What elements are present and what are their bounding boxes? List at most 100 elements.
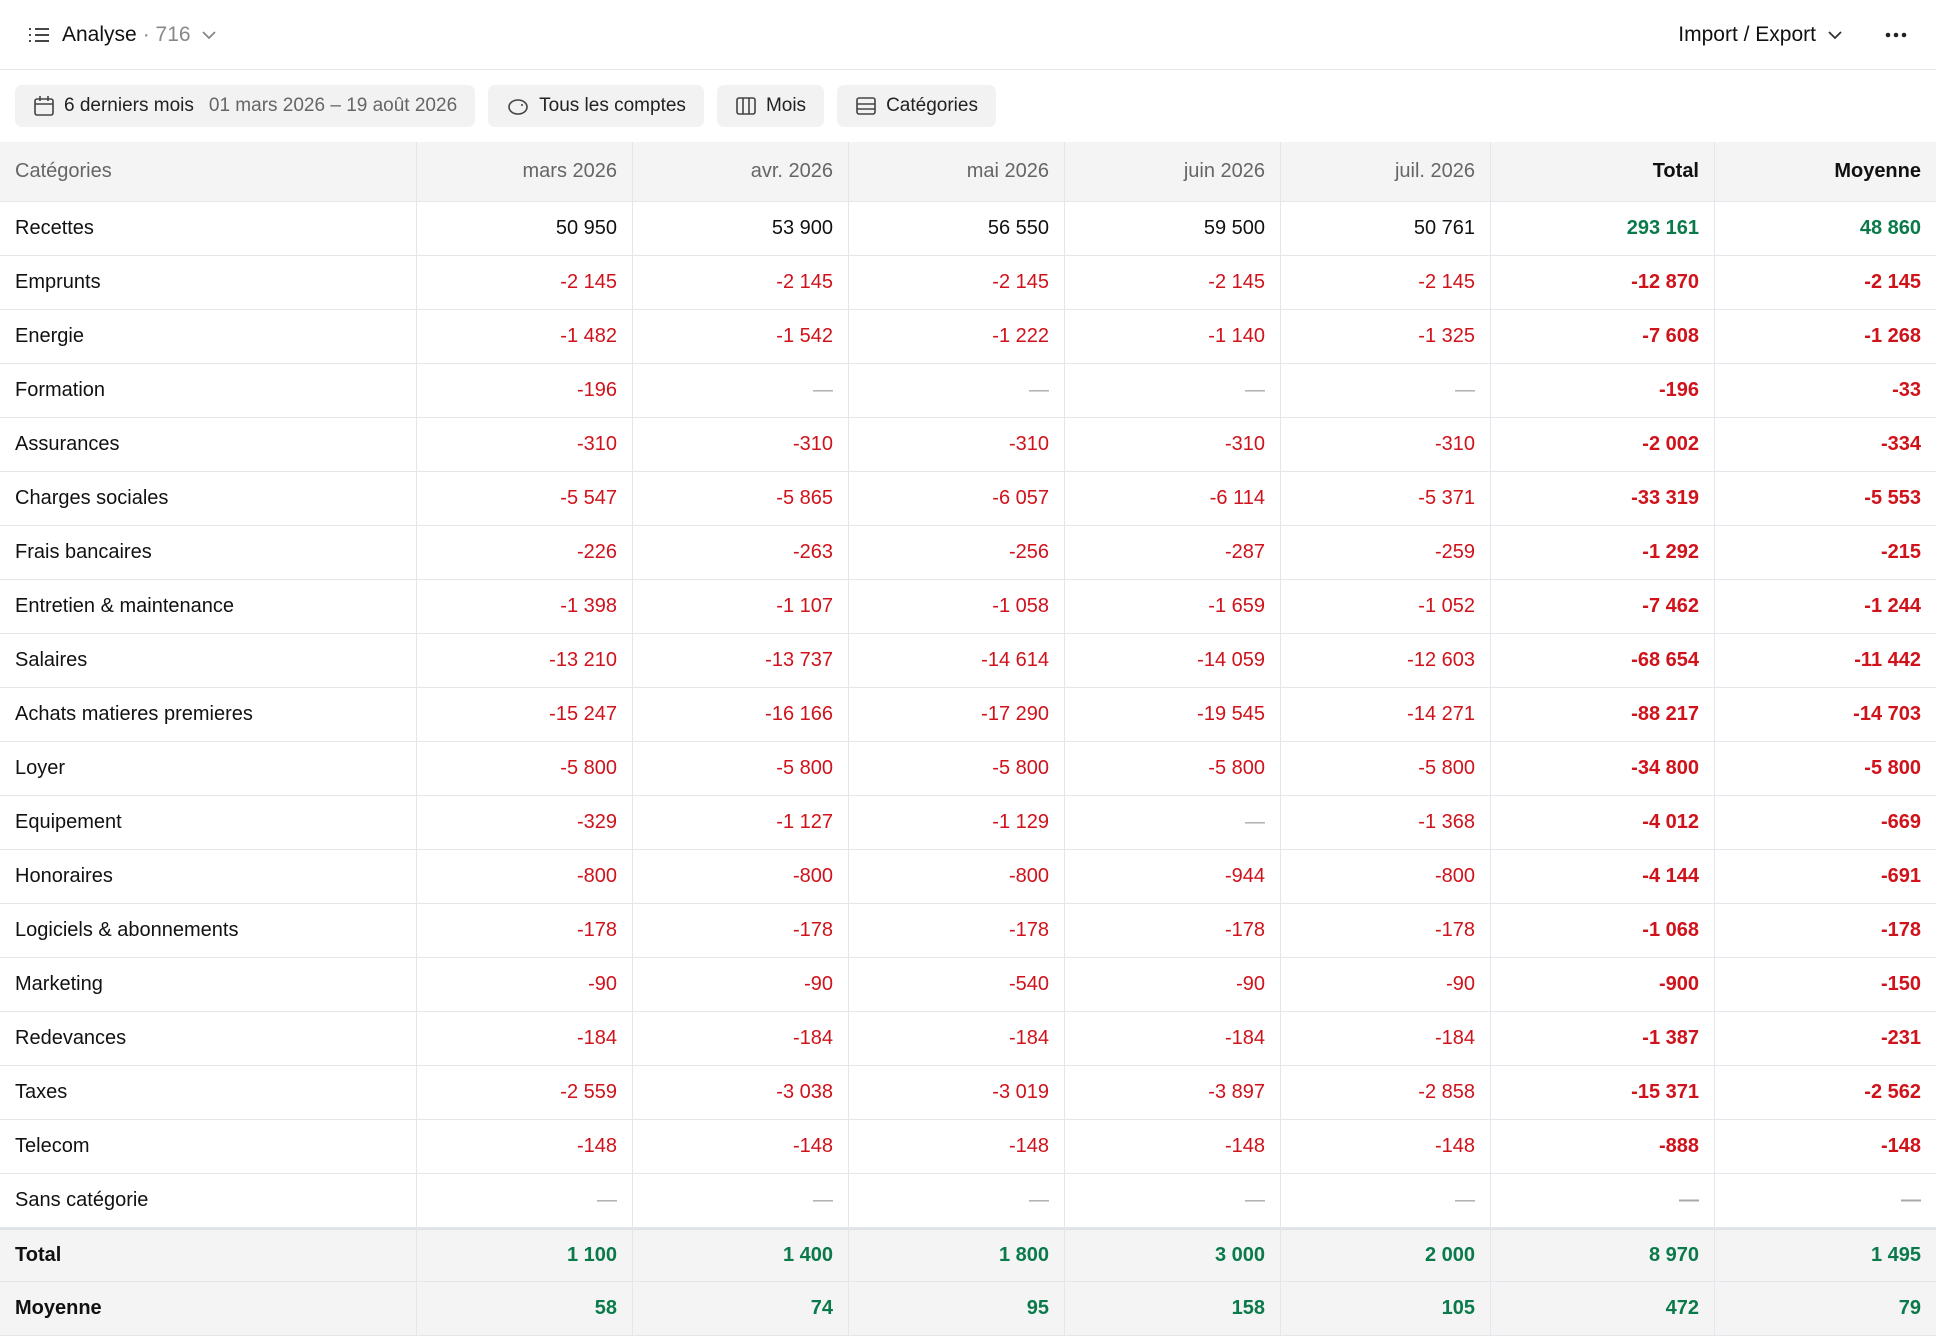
footer-amount: 58: [416, 1282, 632, 1336]
amount-cell: -90: [632, 958, 848, 1012]
amount-cell: -184: [1064, 1012, 1280, 1066]
amount-cell: -178: [848, 904, 1064, 958]
amount-cell: -1 325: [1280, 310, 1490, 364]
amount-cell: -1 292: [1490, 526, 1714, 580]
amount-cell: —: [1280, 1174, 1490, 1228]
footer-amount: 79: [1714, 1282, 1936, 1336]
amount-cell: -263: [632, 526, 848, 580]
amount-cell: 50 761: [1280, 202, 1490, 256]
amount-cell: -5 800: [1714, 742, 1936, 796]
amount-cell: -944: [1064, 850, 1280, 904]
table-row[interactable]: Logiciels & abonnements -178 -178 -178 -178-…: [0, 904, 1936, 958]
amount-cell: -1 268: [1714, 310, 1936, 364]
category-label: Frais bancaires: [0, 526, 416, 580]
amount-cell: -5 553: [1714, 472, 1936, 526]
category-label: Logiciels & abonnements: [0, 904, 416, 958]
granularity-filter[interactable]: Mois: [716, 85, 825, 127]
piggy-icon: [508, 99, 528, 115]
amount-cell: -256: [848, 526, 1064, 580]
table-row[interactable]: Formation -196— — — — -196 -33: [0, 364, 1936, 418]
amount-cell: -148: [848, 1120, 1064, 1174]
table-row[interactable]: Frais bancaires -226 -263 -256 -287 -259 -1 29…: [0, 526, 1936, 580]
amount-cell: -14 614: [848, 634, 1064, 688]
table-row[interactable]: Entretien & maintenance -1 398 -1 107 -1 05…: [0, 580, 1936, 634]
table-row[interactable]: Charges sociales -5 547 -5 865 -6 057 -6 114…: [0, 472, 1936, 526]
footer-label: Total: [0, 1228, 416, 1282]
column-header: mars 2026: [416, 142, 632, 202]
page-title[interactable]: Analyse: [62, 22, 137, 46]
amount-cell: -13 737: [632, 634, 848, 688]
amount-cell: -310: [632, 418, 848, 472]
table-row[interactable]: Redevances -184 -184 -184 -184 -184 -1 387 -231: [0, 1012, 1936, 1066]
amount-cell: -148: [1280, 1120, 1490, 1174]
chevron[interactable]: [199, 28, 219, 42]
import-export-label[interactable]: Import / Export: [1678, 22, 1816, 46]
table-row[interactable]: Salaires -13 210 -13 737 -14 614 -14 059 -12 …: [0, 634, 1936, 688]
table-row[interactable]: Recettes 50 950 53 900 56 550 59 500 50 761 29…: [0, 202, 1936, 256]
amount-cell: -3 019: [848, 1066, 1064, 1120]
period-range[interactable]: 01 mars 2026 – 19 août 2026: [208, 95, 458, 116]
columns-icon: [736, 97, 756, 115]
grouping-filter[interactable]: Catégories: [837, 85, 996, 127]
column-header: Total: [1490, 142, 1714, 202]
import-export[interactable]: Import / Export: [1678, 23, 1844, 47]
category-label: Recettes: [0, 202, 416, 256]
period-label[interactable]: 6 derniers mois: [64, 95, 194, 116]
amount-cell: -184: [848, 1012, 1064, 1066]
amount-cell: -5 800: [632, 742, 848, 796]
amount-cell: -1 659: [1064, 580, 1280, 634]
amount-cell: 293 161: [1490, 202, 1714, 256]
footer-amount: 1 800: [848, 1228, 1064, 1282]
table-row[interactable]: Loyer -5 800 -5 800 -5 800 -5 800 -5 800 -34 8…: [0, 742, 1936, 796]
category-label: Achats matieres premieres: [0, 688, 416, 742]
amount-cell: -90: [416, 958, 632, 1012]
amount-cell: -150: [1714, 958, 1936, 1012]
table-row[interactable]: Assurances -310 -310 -310 -310 -310 -2 002 -334: [0, 418, 1936, 472]
amount-cell: -800: [848, 850, 1064, 904]
amount-cell: -5 800: [1280, 742, 1490, 796]
amount-cell: -184: [416, 1012, 632, 1066]
granularity-label[interactable]: Mois: [765, 95, 807, 116]
amount-cell: -1 068: [1490, 904, 1714, 958]
amount-cell: -1 244: [1714, 580, 1936, 634]
table-row[interactable]: Telecom -148 -148 -148 -148 -148 -888 -148: [0, 1120, 1936, 1174]
amount-cell: -888: [1490, 1120, 1714, 1174]
table-row[interactable]: Marketing -90 -90 -540 -90 -90 -900 -150: [0, 958, 1936, 1012]
amount-cell: -287: [1064, 526, 1280, 580]
accounts-label[interactable]: Tous les comptes: [539, 95, 686, 116]
footer-amount: 472: [1490, 1282, 1714, 1336]
amount-cell: -7 608: [1490, 310, 1714, 364]
amount-cell: -14 271: [1280, 688, 1490, 742]
category-label: Loyer: [0, 742, 416, 796]
grouping-label[interactable]: Catégories: [886, 95, 978, 116]
amount-cell: -1 482: [416, 310, 632, 364]
table-header: Catégories mars 2026 avr. 2026 mai 2026 juin…: [0, 142, 1936, 202]
column-header: Moyenne: [1714, 142, 1936, 202]
amount-cell: -2 145: [1280, 256, 1490, 310]
accounts-filter[interactable]: Tous les comptes: [488, 85, 704, 127]
table-row[interactable]: Equipement -329 -1 127 -1 129— -1 368 -4 012-…: [0, 796, 1936, 850]
amount-cell: -14 059: [1064, 634, 1280, 688]
table-row[interactable]: Emprunts -2 145 -2 145 -2 145 -2 145 -2 145 -1…: [0, 256, 1936, 310]
amount-cell: -5 371: [1280, 472, 1490, 526]
amount-cell: -178: [632, 904, 848, 958]
footer-amount: 3 000: [1064, 1228, 1280, 1282]
category-label: Formation: [0, 364, 416, 418]
footer-amount: 8 970: [1490, 1228, 1714, 1282]
table-row[interactable]: Achats matieres premieres -15 247 -16 166-…: [0, 688, 1936, 742]
footer-amount: 105: [1280, 1282, 1490, 1336]
amount-cell: -148: [632, 1120, 848, 1174]
category-label: Equipement: [0, 796, 416, 850]
more-menu[interactable]: [1884, 31, 1908, 39]
amount-cell: —: [1064, 1174, 1280, 1228]
amount-cell: 53 900: [632, 202, 848, 256]
table-row[interactable]: Sans catégorie — — — — — — —: [0, 1174, 1936, 1228]
period-filter[interactable]: 6 derniers mois 01 mars 2026 – 19 août 20…: [15, 85, 476, 127]
amount-cell: -12 870: [1490, 256, 1714, 310]
table-row[interactable]: Taxes -2 559 -3 038 -3 019 -3 897 -2 858 -15 3…: [0, 1066, 1936, 1120]
table-row[interactable]: Honoraires -800 -800 -800 -944 -800 -4 144 -691: [0, 850, 1936, 904]
table-row[interactable]: Energie -1 482 -1 542 -1 222 -1 140 -1 325 -7 …: [0, 310, 1936, 364]
category-label: Entretien & maintenance: [0, 580, 416, 634]
